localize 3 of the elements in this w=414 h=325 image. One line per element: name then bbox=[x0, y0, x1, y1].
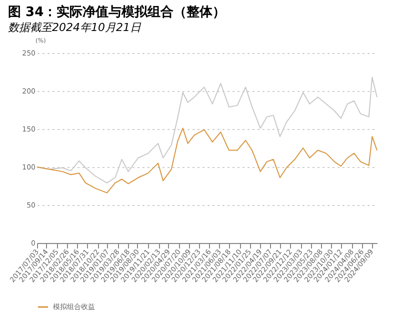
line-series bbox=[36, 128, 378, 194]
chart-title: 图 34：实际净值与模拟组合（整体） bbox=[8, 4, 226, 20]
text: 数据截至2024年10月21日 bbox=[8, 21, 142, 34]
